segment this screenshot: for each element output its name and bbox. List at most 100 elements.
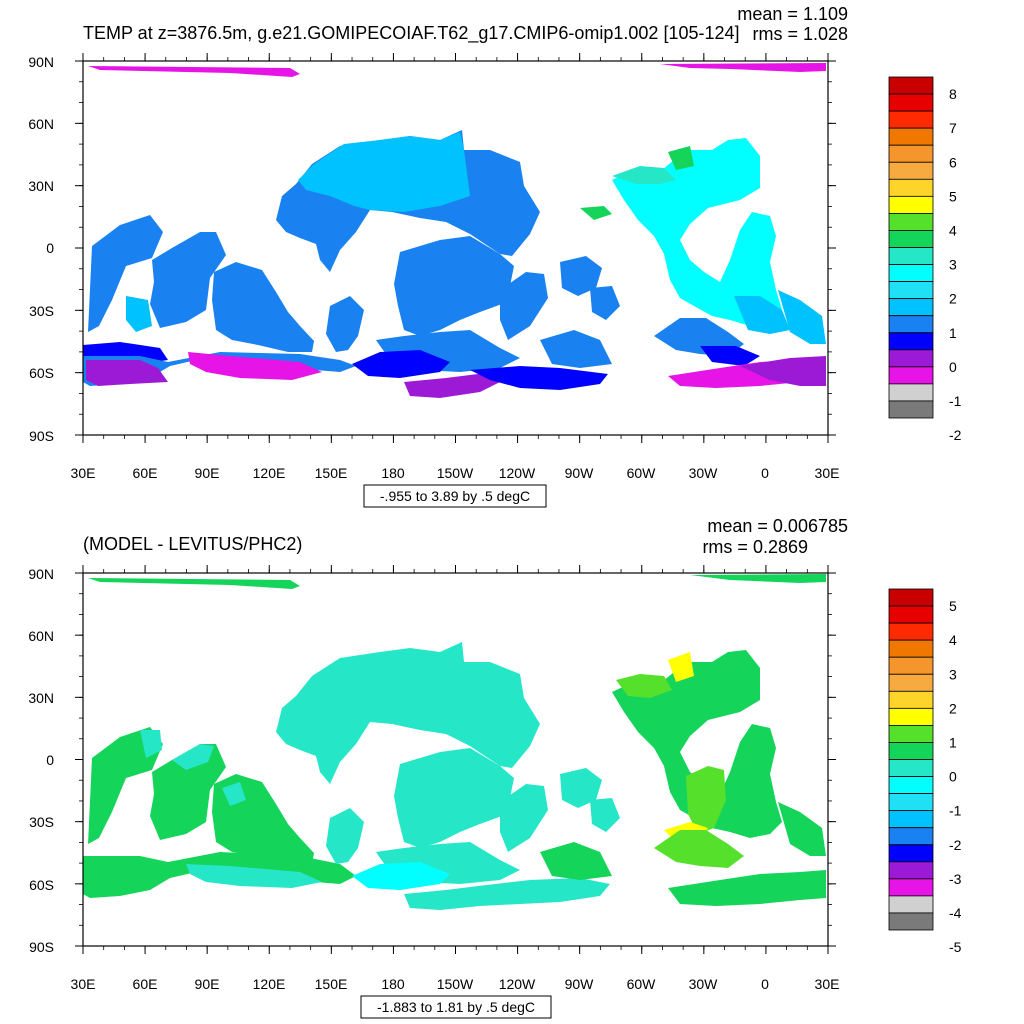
top-arctic-strip-right xyxy=(660,63,826,72)
colorbar-box xyxy=(888,742,934,760)
svg-text:30E: 30E xyxy=(815,465,840,481)
colorbar-box xyxy=(888,127,934,146)
map-top-lon-labels: 30E 60E 90E 120E 150E 180 150W 120W 90W … xyxy=(71,465,840,481)
panel-top-range-box xyxy=(363,484,547,508)
bot-southern-aqua-left xyxy=(186,864,322,888)
bot-na-lime xyxy=(616,674,672,698)
panel-top-rms: rms = 1.028 xyxy=(752,24,848,44)
map-top-lat-labels: 90N 60N 30N 0 30S 60S 90S xyxy=(28,54,54,444)
panel-top: TEMP at z=3876.5m, g.e21.GOMIPECOIAF.T62… xyxy=(28,4,962,508)
svg-text:30E: 30E xyxy=(71,465,96,481)
colorbar-box xyxy=(888,725,934,743)
colorbar-box xyxy=(888,195,934,214)
colorbar-label: -3 xyxy=(949,871,962,887)
bot-arctic-strip-right xyxy=(690,574,826,583)
svg-text:60S: 60S xyxy=(29,877,54,893)
colorbar-label: 1 xyxy=(949,325,957,341)
colorbar-label: 6 xyxy=(949,154,957,170)
svg-text:30E: 30E xyxy=(815,976,840,992)
colorbar-label: 0 xyxy=(949,359,957,375)
colorbar-box xyxy=(888,690,934,709)
panel-bottom: (MODEL - LEVITUS/PHC2) mean = 0.006785 r… xyxy=(28,516,962,1019)
colorbar-box xyxy=(888,639,934,658)
svg-text:90W: 90W xyxy=(565,465,595,481)
top-south-pacific-left xyxy=(326,296,364,352)
colorbar-box xyxy=(888,332,934,351)
map-ticks xyxy=(75,53,836,954)
colorbar-box xyxy=(888,656,934,675)
colorbar-box xyxy=(888,366,934,385)
colorbar-box xyxy=(888,844,934,863)
bot-sa-east xyxy=(778,802,826,856)
bot-sp-lower xyxy=(404,878,610,910)
colorbar-box xyxy=(888,861,934,880)
top-sp-purple xyxy=(404,374,500,398)
svg-text:60E: 60E xyxy=(133,465,158,481)
colorbar-label: 8 xyxy=(949,86,957,102)
svg-text:150E: 150E xyxy=(315,976,348,992)
panel-top-mean: mean = 1.109 xyxy=(737,4,848,24)
panel-bottom-mean: mean = 0.006785 xyxy=(707,516,848,536)
svg-text:90N: 90N xyxy=(28,566,54,582)
top-southeast-pacific2 xyxy=(500,272,548,340)
colorbar-label: 2 xyxy=(949,700,957,716)
bot-indian-east-aqua xyxy=(222,782,246,806)
colorbar-box xyxy=(888,93,934,112)
colorbar-box xyxy=(888,178,934,197)
bot-sp-cyan xyxy=(352,862,450,890)
colorbar-box xyxy=(888,605,934,624)
bot-na-yellow xyxy=(668,652,694,682)
top-southern-band-left xyxy=(83,352,356,386)
colorbar-box xyxy=(888,264,934,282)
top-sp-darkblue xyxy=(352,350,450,378)
map-bottom-field xyxy=(83,574,826,910)
top-southern-purple-left xyxy=(86,360,168,386)
colorbar-box xyxy=(888,878,934,897)
colorbar-box xyxy=(888,400,934,419)
colorbar-box xyxy=(888,144,934,163)
colorbar-label: -1 xyxy=(949,393,962,409)
bot-pacific-central xyxy=(394,748,514,848)
top-indian-west xyxy=(88,215,163,332)
map-bottom-lat-labels: 90N 60N 30N 0 30S 60S 90S xyxy=(28,566,54,955)
bot-indian-west-aqua xyxy=(140,730,162,758)
top-pacific-central xyxy=(394,236,514,336)
colorbar-box xyxy=(888,315,934,334)
map-top-field xyxy=(83,63,826,398)
colorbar-label: -2 xyxy=(949,837,962,853)
colorbar-box xyxy=(888,673,934,692)
svg-text:90E: 90E xyxy=(195,976,220,992)
map-bottom-lon-labels: 30E 60E 90E 120E 150E 180 150W 120W 90W … xyxy=(71,976,840,992)
svg-text:180: 180 xyxy=(381,465,405,481)
top-weddell-purple xyxy=(740,356,826,386)
panel-bottom-rms: rms = 0.2869 xyxy=(702,537,808,557)
panel-top-range: -.955 to 3.89 by .5 degC xyxy=(380,488,530,504)
bot-southeast-pacific2 xyxy=(500,784,548,852)
top-southern-magenta-left xyxy=(188,352,322,380)
svg-text:30W: 30W xyxy=(689,465,719,481)
colorbar-box xyxy=(888,298,934,317)
colorbar-box xyxy=(888,247,934,265)
svg-text:30N: 30N xyxy=(28,690,54,706)
top-sp-darkblue2 xyxy=(470,366,608,390)
colorbar-label: 5 xyxy=(949,598,957,614)
svg-text:60N: 60N xyxy=(28,116,54,132)
bot-arctic-strip-left xyxy=(88,578,300,589)
top-sa-darkblue xyxy=(700,346,760,366)
bot-ep-patch2 xyxy=(590,798,620,832)
svg-text:30N: 30N xyxy=(28,178,54,194)
svg-text:60W: 60W xyxy=(627,976,657,992)
svg-text:30S: 30S xyxy=(29,303,54,319)
colorbar-top: 8 7 6 5 4 3 2 1 0 -1 -2 xyxy=(888,76,962,443)
panel-bottom-title: (MODEL - LEVITUS/PHC2) xyxy=(83,534,302,554)
colorbar-box xyxy=(888,349,934,368)
svg-text:90S: 90S xyxy=(29,428,54,444)
colorbar-label: 4 xyxy=(949,632,957,648)
colorbar-label: 3 xyxy=(949,666,957,682)
bot-north-atlantic xyxy=(612,650,782,838)
colorbar-label: 7 xyxy=(949,120,957,136)
bot-southeast-pacific xyxy=(540,842,612,880)
top-np-light xyxy=(298,132,470,212)
bot-south-pacific-left xyxy=(326,808,364,864)
bot-sa-mid xyxy=(654,830,744,868)
